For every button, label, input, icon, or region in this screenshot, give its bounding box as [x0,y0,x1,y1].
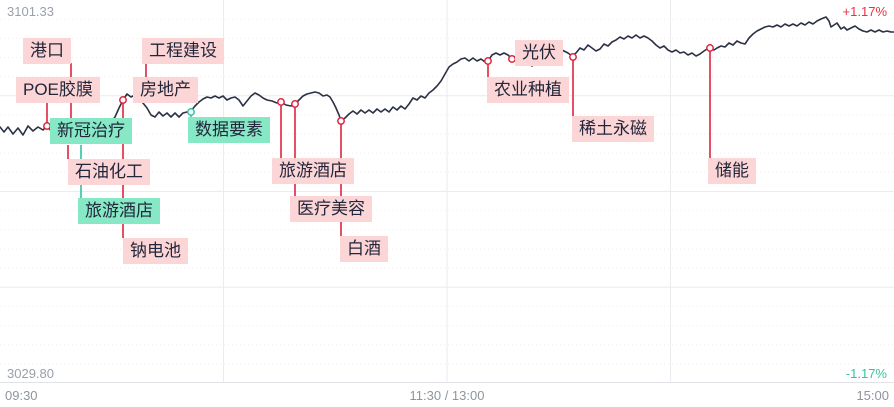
chart-plot-area[interactable] [0,0,894,383]
index-price-line [0,16,894,139]
sector-tag[interactable]: 医疗美容 [290,196,372,222]
anchor-point-marker [484,57,492,65]
sector-tag[interactable]: 白酒 [340,236,388,262]
anchor-point-marker [337,117,345,125]
y-axis-max-percent: +1.17% [842,4,887,19]
sector-tag[interactable]: 稀土永磁 [572,116,654,142]
x-tick-open: 09:30 [5,388,38,403]
sector-tag[interactable]: 数据要素 [188,117,270,143]
sector-tag[interactable]: 工程建设 [142,38,224,64]
x-tick-close: 15:00 [856,388,889,403]
sector-tag[interactable]: 旅游酒店 [78,198,160,224]
sector-tags-layer: 港口 POE胶膜 工程建设 房地产 新冠治疗 石油化工 旅游酒店 钠电池 数据要素 旅游酒店 医疗美… [16,38,756,264]
sector-tag[interactable]: POE胶膜 [16,77,100,103]
y-axis-max-price: 3101.33 [7,4,54,19]
sector-tag[interactable]: 钠电池 [123,238,188,264]
anchor-point-marker [569,53,577,61]
anchor-point-marker [706,44,714,52]
sector-tag[interactable]: 旅游酒店 [272,158,354,184]
sector-tag[interactable]: 房地产 [133,77,198,103]
sector-tag[interactable]: 新冠治疗 [50,118,132,144]
anchor-point-marker [187,108,195,116]
y-axis-min-percent: -1.17% [845,366,887,381]
sector-tag[interactable]: 农业种植 [487,77,569,103]
x-tick-midday: 11:30 / 13:00 [409,388,485,403]
anchor-point-marker [277,98,285,106]
sector-tag[interactable]: 光伏 [515,40,563,66]
anchor-point-marker [291,100,299,108]
sector-tag[interactable]: 石油化工 [68,159,150,185]
anchor-point-marker [119,96,127,104]
sector-tag[interactable]: 港口 [23,38,71,64]
y-axis-min-price: 3029.80 [7,366,54,381]
sector-tag[interactable]: 储能 [708,158,756,184]
